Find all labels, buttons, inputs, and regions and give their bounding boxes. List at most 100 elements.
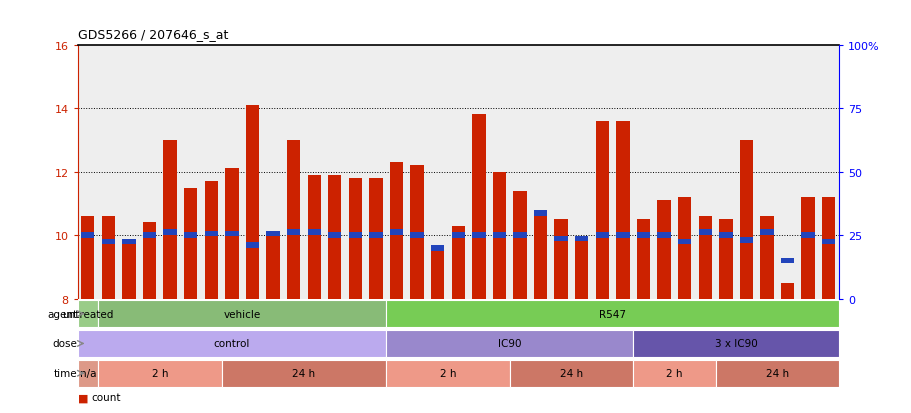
- Bar: [739, 237, 752, 243]
- Text: time: time: [54, 368, 77, 378]
- Bar: [184, 233, 197, 238]
- Text: 24 h: 24 h: [292, 368, 315, 378]
- Bar: [410, 233, 424, 238]
- Bar: [513, 191, 527, 299]
- Bar: [739, 140, 752, 299]
- Text: 2 h: 2 h: [665, 368, 682, 378]
- Bar: [451, 226, 465, 299]
- Bar: [801, 233, 814, 238]
- Bar: [821, 197, 834, 299]
- Bar: [221, 360, 386, 387]
- Bar: [348, 178, 362, 299]
- Text: IC90: IC90: [497, 339, 521, 349]
- Bar: [533, 211, 547, 216]
- Bar: [386, 301, 838, 327]
- Bar: [163, 140, 177, 299]
- Bar: [77, 301, 98, 327]
- Text: R547: R547: [599, 309, 626, 319]
- Bar: [348, 233, 362, 238]
- Bar: [677, 239, 691, 245]
- Bar: [389, 230, 403, 235]
- Bar: [451, 233, 465, 238]
- Bar: [715, 360, 838, 387]
- Text: untreated: untreated: [62, 309, 113, 319]
- Bar: [509, 360, 632, 387]
- Bar: [431, 245, 444, 251]
- Bar: [245, 242, 259, 248]
- Bar: [472, 115, 485, 299]
- Bar: [780, 258, 793, 264]
- Bar: [636, 220, 650, 299]
- Bar: [719, 220, 732, 299]
- Bar: [328, 233, 341, 238]
- Bar: [143, 223, 156, 299]
- Bar: [389, 163, 403, 299]
- Text: agent: agent: [47, 309, 77, 319]
- Text: GDS5266 / 207646_s_at: GDS5266 / 207646_s_at: [77, 28, 228, 41]
- Bar: [698, 216, 711, 299]
- Bar: [204, 231, 218, 237]
- Bar: [760, 230, 773, 235]
- Bar: [143, 233, 156, 238]
- Bar: [719, 233, 732, 238]
- Bar: [98, 360, 221, 387]
- Bar: [760, 216, 773, 299]
- Bar: [657, 201, 670, 299]
- Bar: [595, 121, 609, 299]
- Bar: [307, 176, 321, 299]
- Bar: [821, 239, 834, 245]
- Bar: [780, 283, 793, 299]
- Bar: [698, 230, 711, 235]
- Bar: [616, 233, 629, 238]
- Bar: [102, 239, 115, 245]
- Bar: [616, 121, 629, 299]
- Bar: [492, 233, 506, 238]
- Text: percentile rank within the sample: percentile rank within the sample: [91, 412, 267, 413]
- Bar: [287, 230, 300, 235]
- Bar: [575, 240, 588, 299]
- Bar: [636, 233, 650, 238]
- Bar: [328, 176, 341, 299]
- Bar: [554, 220, 568, 299]
- Text: 24 h: 24 h: [765, 368, 788, 378]
- Bar: [657, 233, 670, 238]
- Text: 3 x IC90: 3 x IC90: [714, 339, 757, 349]
- Bar: [122, 242, 136, 299]
- Text: dose: dose: [53, 339, 77, 349]
- Bar: [77, 360, 98, 387]
- Text: ■: ■: [77, 412, 88, 413]
- Bar: [245, 106, 259, 299]
- Text: 24 h: 24 h: [559, 368, 582, 378]
- Bar: [386, 330, 632, 357]
- Bar: [632, 360, 715, 387]
- Bar: [98, 301, 386, 327]
- Bar: [575, 236, 588, 242]
- Bar: [287, 140, 300, 299]
- Bar: [77, 330, 386, 357]
- Text: n/a: n/a: [79, 368, 96, 378]
- Bar: [102, 216, 115, 299]
- Bar: [307, 230, 321, 235]
- Bar: [81, 233, 95, 238]
- Bar: [225, 231, 239, 237]
- Bar: [677, 197, 691, 299]
- Text: count: count: [91, 392, 120, 402]
- Text: 2 h: 2 h: [151, 368, 168, 378]
- Bar: [431, 250, 444, 299]
- Bar: [266, 233, 280, 299]
- Bar: [386, 360, 509, 387]
- Bar: [369, 178, 383, 299]
- Bar: [492, 172, 506, 299]
- Bar: [410, 166, 424, 299]
- Bar: [472, 233, 485, 238]
- Bar: [81, 216, 95, 299]
- Text: control: control: [213, 339, 250, 349]
- Bar: [801, 197, 814, 299]
- Bar: [513, 233, 527, 238]
- Bar: [266, 231, 280, 237]
- Bar: [554, 236, 568, 242]
- Bar: [595, 233, 609, 238]
- Text: vehicle: vehicle: [223, 309, 261, 319]
- Bar: [204, 182, 218, 299]
- Bar: [184, 188, 197, 299]
